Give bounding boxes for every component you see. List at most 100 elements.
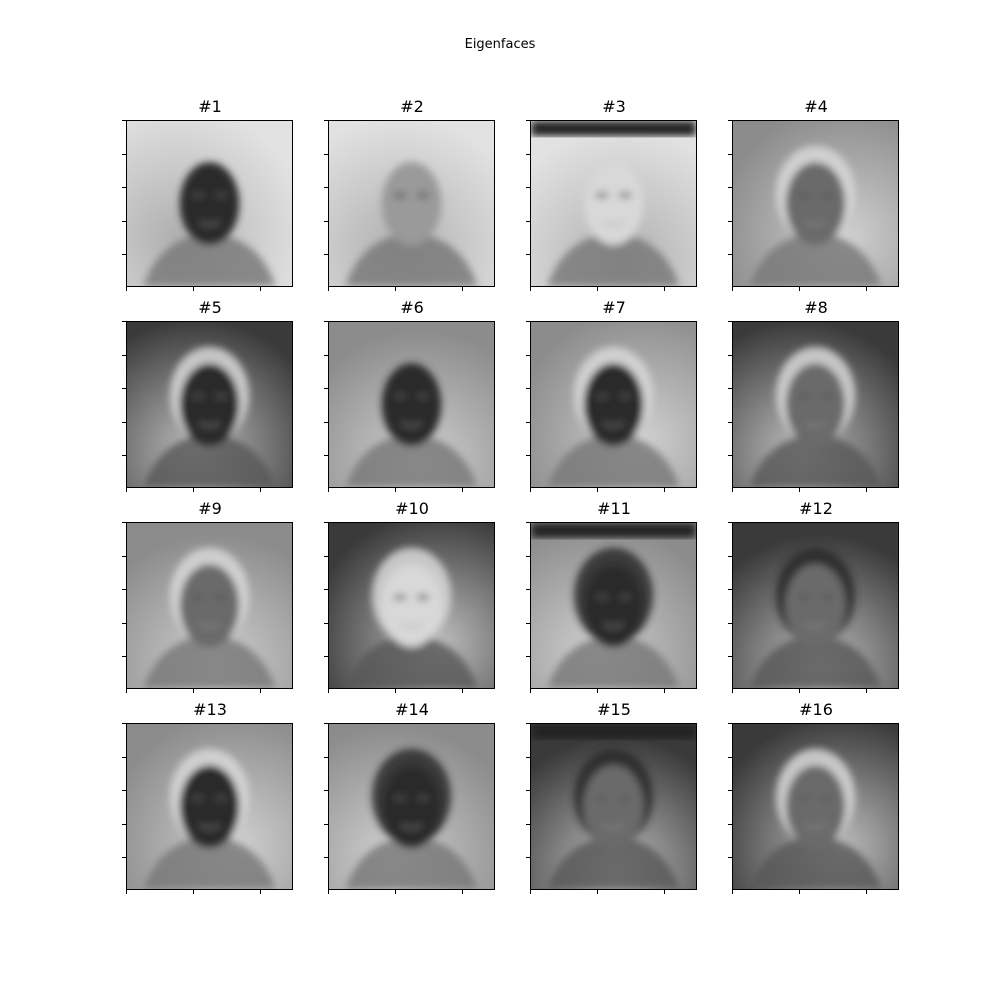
panel-title: #14: [395, 700, 429, 719]
y-tick: [122, 187, 126, 188]
x-tick: [260, 488, 261, 492]
y-tick: [122, 555, 126, 557]
x-tick: [260, 689, 261, 693]
x-tick: [530, 890, 531, 894]
y-tick: [526, 153, 530, 155]
y-tick: [526, 220, 530, 222]
y-tick: [122, 254, 126, 255]
eigenface-image: [328, 522, 495, 689]
y-tick: [728, 622, 732, 624]
y-tick: [324, 790, 328, 791]
x-tick: [799, 689, 800, 693]
y-tick: [324, 723, 328, 724]
eigenface-image: [530, 120, 697, 287]
y-tick: [728, 555, 732, 557]
x-tick: [462, 689, 463, 693]
x-tick: [193, 488, 194, 492]
x-tick: [866, 488, 867, 492]
x-tick: [260, 890, 261, 894]
y-tick: [122, 120, 126, 121]
x-tick: [530, 689, 531, 693]
y-tick: [324, 120, 328, 121]
y-tick: [324, 187, 328, 188]
x-tick: [328, 287, 329, 291]
y-tick: [728, 321, 732, 322]
y-tick: [526, 120, 530, 121]
y-tick: [122, 455, 126, 456]
y-tick: [526, 756, 530, 758]
x-tick: [126, 287, 127, 291]
y-tick: [526, 455, 530, 456]
x-tick: [664, 287, 665, 291]
x-tick: [866, 287, 867, 291]
panel-title: #3: [602, 97, 626, 116]
x-tick: [664, 689, 665, 693]
panel-title: #13: [193, 700, 227, 719]
y-tick: [324, 220, 328, 222]
eigenface-image: [530, 321, 697, 488]
panel-title: #7: [602, 298, 626, 317]
y-tick: [122, 656, 126, 657]
y-tick: [324, 421, 328, 423]
y-tick: [122, 723, 126, 724]
y-tick: [526, 321, 530, 322]
y-tick: [728, 756, 732, 758]
panel-title: #16: [799, 700, 833, 719]
y-tick: [324, 354, 328, 356]
x-tick: [664, 488, 665, 492]
x-tick: [193, 287, 194, 291]
y-tick: [122, 220, 126, 222]
y-tick: [728, 220, 732, 222]
panel-title: #5: [198, 298, 222, 317]
y-tick: [526, 589, 530, 590]
y-tick: [122, 388, 126, 389]
panel-title: #2: [400, 97, 424, 116]
y-tick: [324, 622, 328, 624]
x-tick: [866, 890, 867, 894]
x-tick: [395, 287, 396, 291]
y-tick: [526, 857, 530, 858]
y-tick: [728, 388, 732, 389]
x-tick: [799, 488, 800, 492]
y-tick: [728, 421, 732, 423]
y-tick: [324, 455, 328, 456]
eigenface-image: [732, 522, 899, 689]
x-tick: [260, 287, 261, 291]
y-tick: [324, 555, 328, 557]
x-tick: [597, 488, 598, 492]
x-tick: [395, 689, 396, 693]
eigenface-image: [732, 321, 899, 488]
figure-title: Eigenfaces: [464, 37, 536, 52]
y-tick: [526, 823, 530, 825]
y-tick: [324, 589, 328, 590]
y-tick: [324, 656, 328, 657]
y-tick: [526, 354, 530, 356]
eigenface-image: [126, 522, 293, 689]
y-tick: [728, 455, 732, 456]
eigenface-image: [732, 120, 899, 287]
y-tick: [122, 857, 126, 858]
y-tick: [526, 656, 530, 657]
panel-title: #8: [804, 298, 828, 317]
y-tick: [728, 153, 732, 155]
y-tick: [526, 187, 530, 188]
x-tick: [530, 488, 531, 492]
y-tick: [728, 790, 732, 791]
y-tick: [324, 857, 328, 858]
x-tick: [597, 287, 598, 291]
x-tick: [732, 287, 733, 291]
x-tick: [328, 689, 329, 693]
panel-title: #11: [597, 499, 631, 518]
x-tick: [126, 689, 127, 693]
y-tick: [526, 555, 530, 557]
y-tick: [122, 421, 126, 423]
eigenface-image: [732, 723, 899, 890]
panel-title: #15: [597, 700, 631, 719]
eigenface-image: [328, 321, 495, 488]
y-tick: [324, 388, 328, 389]
panel-title: #6: [400, 298, 424, 317]
y-tick: [728, 522, 732, 523]
y-tick: [122, 354, 126, 356]
x-tick: [395, 488, 396, 492]
panel-title: #1: [198, 97, 222, 116]
